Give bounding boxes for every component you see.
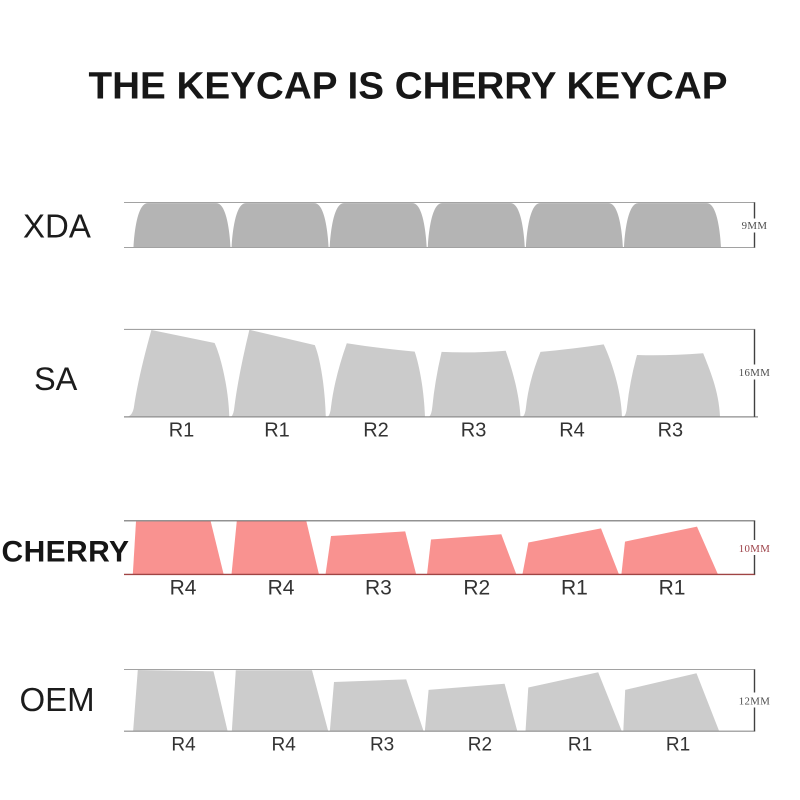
svg-text:R3: R3: [365, 576, 392, 599]
svg-text:R4: R4: [272, 734, 297, 755]
svg-text:12MM: 12MM: [739, 695, 771, 707]
svg-text:R1: R1: [561, 576, 588, 599]
svg-text:R1: R1: [568, 734, 592, 755]
svg-text:R4: R4: [171, 734, 196, 755]
svg-text:R1: R1: [659, 576, 686, 599]
svg-text:R1: R1: [169, 419, 195, 441]
svg-text:R1: R1: [666, 734, 690, 755]
svg-text:R2: R2: [363, 419, 389, 441]
svg-text:OEM: OEM: [20, 681, 95, 718]
svg-text:10MM: 10MM: [739, 543, 771, 555]
svg-text:R2: R2: [468, 734, 492, 755]
svg-text:R2: R2: [463, 576, 490, 599]
svg-text:9MM: 9MM: [742, 220, 768, 232]
svg-text:R4: R4: [170, 576, 197, 599]
svg-text:R4: R4: [268, 576, 295, 599]
svg-text:XDA: XDA: [23, 208, 91, 245]
svg-text:CHERRY: CHERRY: [2, 536, 130, 569]
svg-text:SA: SA: [34, 361, 78, 397]
svg-text:R3: R3: [461, 419, 487, 441]
svg-text:R3: R3: [370, 734, 394, 755]
svg-text:THE KEYCAP IS CHERRY KEYCAP: THE KEYCAP IS CHERRY KEYCAP: [89, 65, 728, 108]
svg-text:R4: R4: [559, 419, 585, 441]
svg-text:R1: R1: [264, 419, 290, 441]
svg-text:16MM: 16MM: [739, 367, 771, 379]
svg-text:R3: R3: [658, 419, 684, 441]
